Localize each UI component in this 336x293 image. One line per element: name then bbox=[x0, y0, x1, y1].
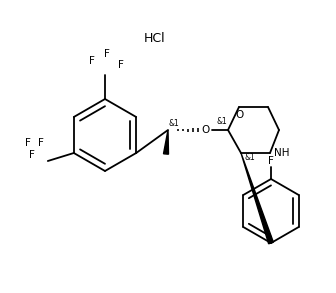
Polygon shape bbox=[164, 130, 168, 154]
Text: NH: NH bbox=[274, 148, 290, 158]
Text: &1: &1 bbox=[245, 154, 255, 163]
Text: O: O bbox=[236, 110, 244, 120]
Text: O: O bbox=[202, 125, 210, 135]
Text: F: F bbox=[38, 138, 44, 148]
Text: F: F bbox=[104, 49, 110, 59]
Text: F: F bbox=[25, 138, 31, 148]
Polygon shape bbox=[241, 153, 274, 244]
Text: HCl: HCl bbox=[144, 32, 166, 45]
Text: F: F bbox=[118, 60, 124, 70]
Text: &1: &1 bbox=[217, 117, 227, 125]
Text: &1: &1 bbox=[169, 120, 179, 129]
Text: F: F bbox=[29, 150, 35, 160]
Text: F: F bbox=[268, 156, 274, 166]
Text: F: F bbox=[89, 56, 95, 66]
